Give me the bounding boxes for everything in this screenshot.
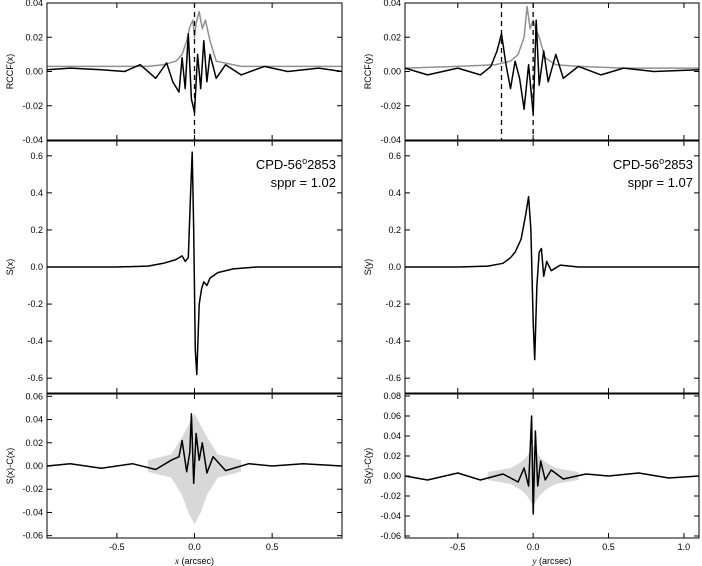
y-tick-label: -0.06 <box>22 531 43 541</box>
series-line-1 <box>405 415 699 515</box>
top-left-plot-area <box>47 3 342 140</box>
y-tick-label: -0.02 <box>22 484 43 494</box>
y-axis-label: S(y)-C(y) <box>363 448 373 485</box>
plot-frame <box>404 393 700 539</box>
bottom-right-plot-area <box>405 415 699 515</box>
x-tick-label: -0.5 <box>450 542 466 552</box>
y-tick-label: 0.00 <box>25 461 43 471</box>
y-tick-label: 0.6 <box>388 151 401 161</box>
x-axis-unit: (arcsec) <box>536 556 571 566</box>
y-tick-label: 0.04 <box>25 0 43 8</box>
top-left-panel: -0.04 -0.02 0.00 0.02 0.04 RCCF(x) <box>5 0 343 145</box>
x-tick-label: 0.5 <box>602 542 615 552</box>
y-tick-label: -0.6 <box>27 373 43 383</box>
y-tick-label: 0.2 <box>30 225 43 235</box>
y-tick-label: 0.6 <box>30 151 43 161</box>
middle-right-plot-area <box>405 195 699 361</box>
y-tick-label: -0.04 <box>380 135 401 145</box>
series-line-1 <box>47 10 342 68</box>
y-tick-label: 0.00 <box>25 67 43 77</box>
y-tick-label: 0.04 <box>383 431 401 441</box>
series-line-1 <box>47 412 342 485</box>
y-tick-label: 0.02 <box>25 32 43 42</box>
y-tick-label: -0.02 <box>22 101 43 111</box>
y-tick-label: 0.4 <box>30 188 43 198</box>
y-axis-label: RCCF(x) <box>5 54 15 90</box>
y-axis-label: S(y) <box>363 259 373 276</box>
y-tick-label: 0.00 <box>383 471 401 481</box>
y-axis-label: RCCF(y) <box>363 54 373 90</box>
x-tick-label: 1.0 <box>678 542 691 552</box>
y-tick-label: -0.06 <box>380 531 401 541</box>
series-line-2 <box>47 33 342 114</box>
y-tick-label: -0.4 <box>27 336 43 346</box>
x-axis-label: y (arcsec) <box>531 556 571 566</box>
y-axis-label: S(x) <box>5 259 15 276</box>
sppr-annotation: sppr = 1.07 <box>628 175 693 190</box>
y-tick-label: -0.04 <box>22 135 43 145</box>
x-axis-variable: y <box>531 556 536 566</box>
y-tick-label: 0.06 <box>25 391 43 401</box>
y-tick-label: 0.04 <box>25 415 43 425</box>
y-tick-label: 0.04 <box>383 0 401 8</box>
star-name-annotation: CPD-56o2853 <box>256 156 336 172</box>
x-tick-label: -0.5 <box>109 542 125 552</box>
bottom-right-panel: -0.06 -0.04 -0.02 0.00 0.02 0.04 0.06 0.08 -0.5 0… <box>363 391 700 566</box>
y-tick-label: 0.0 <box>30 262 43 272</box>
star-name-annotation: CPD-56o2853 <box>613 156 693 172</box>
middle-right-panel: -0.6 -0.4 -0.2 0.0 0.2 0.4 0.6 S(y) CPD-56o2853 s… <box>363 140 700 394</box>
y-tick-label: -0.02 <box>380 491 401 501</box>
y-axis-label: S(x)-C(x) <box>5 448 15 485</box>
bottom-left-panel: -0.06 -0.04 -0.02 0.00 0.02 0.04 0.06 -0.5 0.0 0.… <box>5 391 343 566</box>
x-axis-variable: x <box>174 556 179 566</box>
x-tick-label: 0.5 <box>266 542 279 552</box>
top-right-panel: -0.04 -0.02 0.00 0.02 0.04 RCCF(y) <box>363 0 700 145</box>
x-axis-label: x (arcsec) <box>174 556 214 566</box>
series-line-1 <box>405 195 699 361</box>
x-axis-unit: (arcsec) <box>179 556 214 566</box>
middle-left-plot-area <box>47 151 342 376</box>
series-line-1 <box>47 151 342 376</box>
y-tick-label: -0.2 <box>27 299 43 309</box>
y-tick-label: 0.0 <box>388 262 401 272</box>
top-right-plot-area <box>405 3 699 140</box>
y-tick-label: 0.2 <box>388 225 401 235</box>
series-line-1 <box>405 5 699 69</box>
y-tick-label: 0.02 <box>25 438 43 448</box>
y-tick-label: -0.02 <box>380 101 401 111</box>
sppr-annotation: sppr = 1.02 <box>271 175 336 190</box>
y-tick-label: -0.6 <box>385 373 401 383</box>
y-tick-label: -0.04 <box>22 507 43 517</box>
y-tick-label: -0.4 <box>385 336 401 346</box>
y-tick-label: -0.04 <box>380 511 401 521</box>
y-tick-label: 0.08 <box>383 391 401 401</box>
y-tick-label: -0.2 <box>385 299 401 309</box>
bottom-left-plot-area <box>47 412 342 525</box>
y-tick-label: 0.00 <box>383 67 401 77</box>
y-tick-label: 0.02 <box>383 32 401 42</box>
middle-left-panel: -0.6 -0.4 -0.2 0.0 0.2 0.4 0.6 S(x) CPD-56o2853 s… <box>5 140 343 394</box>
y-tick-label: 0.4 <box>388 188 401 198</box>
x-tick-label: 0.0 <box>527 542 540 552</box>
y-tick-label: 0.06 <box>383 411 401 421</box>
y-tick-label: 0.02 <box>383 451 401 461</box>
series-line-2 <box>405 19 699 116</box>
x-tick-label: 0.0 <box>188 542 201 552</box>
